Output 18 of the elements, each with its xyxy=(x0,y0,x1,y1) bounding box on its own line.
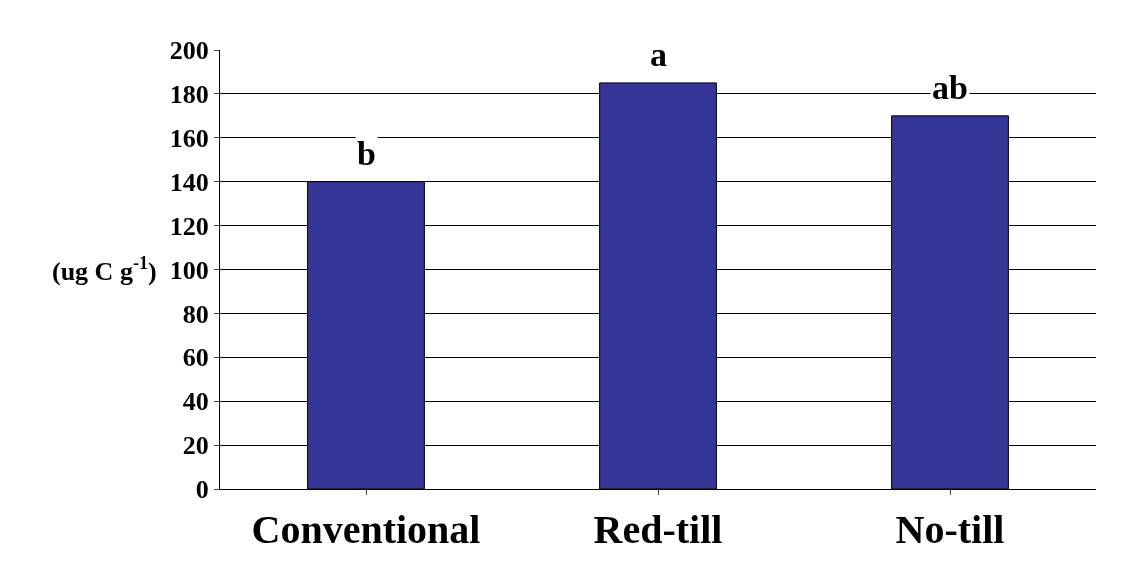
annotation: ab xyxy=(932,69,968,106)
y-tick-label: 180 xyxy=(169,80,209,109)
y-tick-label: 140 xyxy=(169,167,209,197)
y-tick-label: 160 xyxy=(169,123,209,153)
y-tick-label: 120 xyxy=(169,211,209,241)
x-tick-label: No-till xyxy=(895,507,1005,552)
y-tick-label: 40 xyxy=(182,387,209,417)
x-tick-label: Red-till xyxy=(593,507,723,552)
y-tick-label: 20 xyxy=(182,431,209,461)
y-tick-label: 100 xyxy=(169,255,209,285)
y-axis-title: (ug C g$^{-1}$) xyxy=(52,253,157,286)
annotation: b xyxy=(357,135,376,172)
y-tick-label: 200 xyxy=(169,36,209,66)
y-tick-label: 0 xyxy=(195,475,209,505)
y-tick-label: 80 xyxy=(182,299,209,329)
y-tick-label: 60 xyxy=(182,343,209,373)
x-tick-label: Conventional xyxy=(251,507,481,552)
annotation: a xyxy=(650,36,667,73)
